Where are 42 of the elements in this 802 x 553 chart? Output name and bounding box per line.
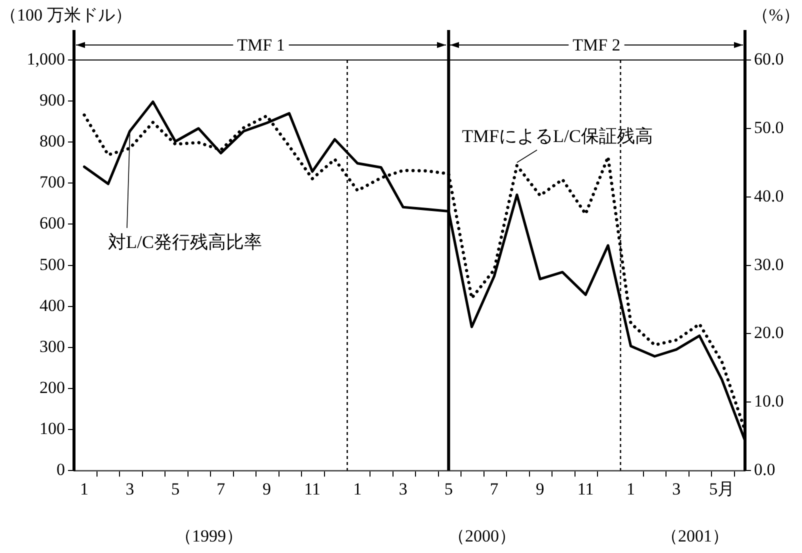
y-tick-label: 600 (40, 214, 65, 233)
x-tick-label: 7 (216, 479, 226, 498)
y2-tick-label: 10.0 (754, 392, 784, 411)
y-tick-label: 0 (56, 460, 65, 480)
x-tick-label: 3 (126, 479, 134, 498)
x-tick-label: 5 (444, 479, 453, 498)
y-tick-label: 400 (40, 296, 65, 315)
x-tick-label: 9 (536, 479, 544, 498)
y-tick-label: 700 (40, 172, 65, 192)
text: （1999） (175, 526, 243, 546)
y-tick-label: 300 (40, 336, 65, 356)
x-tick-label: 7 (490, 479, 499, 498)
y2-tick-label: 40.0 (754, 186, 784, 206)
y2-axis-title: （%） (752, 5, 800, 24)
y-tick-label: 100 (40, 419, 65, 438)
y-tick-label: 800 (40, 132, 65, 151)
y-axis-title: （100 万米ドル） (0, 5, 132, 24)
x-tick-label: 5 (171, 479, 180, 498)
y2-tick-label: 0.0 (754, 460, 776, 480)
x-tick-label: 3 (672, 479, 681, 498)
y2-tick-label: 30.0 (754, 254, 784, 274)
y2-tick-label: 20.0 (754, 323, 784, 342)
x-tick-label: 1 (353, 479, 362, 498)
text: （2001） (661, 526, 729, 546)
x-tick-label: 1 (80, 479, 89, 498)
x-tick-label: 11 (577, 479, 594, 498)
x-tick-label: 11 (304, 479, 321, 498)
series-label: TMFによるL/C保証残高 (462, 126, 654, 146)
x-tick-label: 9 (262, 479, 272, 498)
y-tick-label: 900 (40, 90, 65, 110)
text: 対L/C発行残高比率 (108, 232, 262, 252)
y-tick-label: 200 (40, 378, 65, 397)
y-tick-label: 500 (40, 254, 65, 274)
text: （2000） (448, 526, 516, 546)
text: TMF 2 (572, 35, 620, 54)
y2-tick-label: 60.0 (754, 49, 784, 68)
x-tick-label: 3 (398, 479, 408, 498)
y-tick-label: 1,000 (26, 49, 65, 68)
x-tick-label: 1 (626, 479, 636, 498)
text: TMF 1 (237, 35, 285, 54)
y2-tick-label: 50.0 (754, 118, 784, 137)
x-tick-label: 5月 (709, 479, 735, 498)
